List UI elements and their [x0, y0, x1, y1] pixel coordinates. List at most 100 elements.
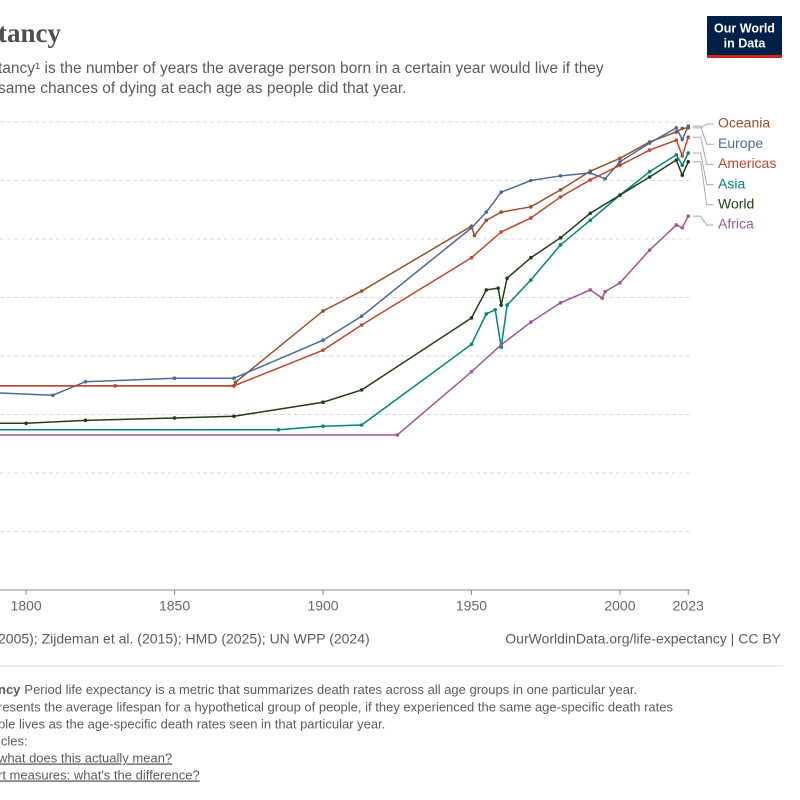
data-point: [588, 218, 593, 223]
data-point: [647, 141, 652, 145]
data-point: [686, 124, 691, 128]
data-point: [359, 289, 364, 293]
data-point: [588, 288, 593, 292]
data-point: [558, 243, 563, 247]
data-point: [680, 163, 685, 168]
data-point: [600, 296, 604, 300]
data-point: [558, 195, 563, 199]
legend-connector: [692, 152, 714, 186]
data-point: [618, 281, 622, 285]
data-point: [686, 135, 691, 140]
note-line: ncy Period life expectancy is a metric th…: [0, 682, 637, 697]
data-point: [647, 175, 652, 179]
legend-label: Africa: [718, 216, 754, 232]
data-point: [686, 214, 691, 218]
legend-connector: [692, 136, 714, 165]
data-point: [321, 424, 325, 429]
data-point: [232, 414, 236, 419]
data-point: [674, 223, 679, 227]
data-point: [469, 316, 474, 320]
data-point: [680, 154, 685, 158]
data-point: [499, 190, 503, 194]
data-point: [674, 158, 679, 162]
data-point: [529, 205, 533, 209]
data-point: [558, 174, 563, 178]
data-point: [674, 152, 679, 157]
data-point: [618, 159, 622, 164]
note-link[interactable]: rt measures: what's the difference?: [0, 767, 200, 782]
data-point: [359, 423, 364, 427]
data-point: [529, 320, 533, 324]
data-point: [51, 393, 55, 397]
legend-connector: [692, 215, 714, 226]
data-point: [618, 163, 622, 168]
data-point: [686, 159, 691, 164]
data-point: [603, 289, 607, 294]
data-point: [558, 188, 563, 192]
data-point: [469, 255, 474, 260]
data-point: [321, 338, 325, 343]
logo-text: Our World: [714, 21, 775, 35]
data-point: [469, 226, 474, 230]
data-point: [499, 230, 503, 234]
data-point: [686, 151, 691, 155]
data-point: [505, 276, 509, 280]
series-line: [0, 127, 689, 387]
data-point: [647, 248, 652, 252]
data-point: [680, 173, 685, 178]
data-point: [529, 278, 533, 282]
legend-label: Oceania: [718, 115, 770, 131]
logo[interactable]: Our World in Data: [707, 16, 782, 58]
legend-connector: [692, 125, 714, 145]
data-point: [499, 303, 503, 307]
data-point: [558, 300, 563, 305]
legend-label: World: [718, 196, 754, 212]
footer-link[interactable]: OurWorldinData.org/life-expectancy | CC …: [505, 631, 781, 647]
data-point: [618, 193, 622, 197]
x-tick-label: 2000: [604, 598, 635, 614]
data-point: [321, 309, 325, 313]
data-point: [558, 236, 563, 240]
chart-subtitle: tancy¹ is the number of years the averag…: [0, 60, 604, 77]
data-point: [276, 427, 281, 432]
data-point: [484, 218, 489, 223]
data-point: [395, 433, 400, 437]
x-tick-label: 1850: [159, 598, 190, 614]
data-point: [233, 380, 238, 385]
data-point: [499, 343, 503, 347]
data-point: [529, 216, 533, 220]
footer-sources: 2005); Zijdeman et al. (2015); HMD (2025…: [0, 631, 370, 647]
data-point: [83, 379, 88, 384]
x-tick-label: 1950: [456, 598, 487, 614]
series-line: [0, 158, 689, 425]
data-point: [24, 421, 28, 426]
data-point: [83, 418, 88, 423]
data-point: [359, 388, 364, 392]
x-ticks: 1800 1850 1900 1950 2000 2023: [11, 590, 704, 614]
chart-subtitle: same chances of dying at each age as peo…: [0, 80, 406, 97]
data-point: [472, 233, 477, 238]
plot: [0, 124, 691, 437]
data-point: [484, 210, 489, 214]
data-point: [618, 156, 622, 161]
data-point: [680, 126, 685, 131]
note-line: resents the average lifespan for a hypot…: [0, 699, 673, 714]
legend-connector: [692, 123, 714, 129]
data-point: [493, 307, 498, 312]
data-point: [647, 148, 652, 152]
data-point: [232, 376, 236, 381]
note-link[interactable]: what does this actually mean?: [0, 750, 172, 765]
note-lead: ncy: [0, 682, 21, 697]
data-point: [172, 416, 177, 420]
legend-connector: [692, 161, 714, 206]
data-point: [359, 314, 364, 319]
data-point: [172, 376, 177, 381]
data-point: [603, 176, 607, 181]
note-line: ple lives as the age-specific death rate…: [0, 716, 385, 731]
data-point: [529, 255, 533, 260]
data-point: [321, 400, 325, 405]
series-line: [0, 125, 689, 396]
logo-box: [707, 16, 782, 58]
